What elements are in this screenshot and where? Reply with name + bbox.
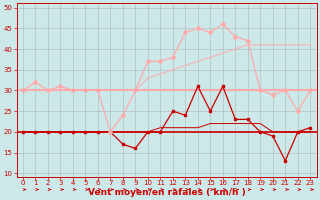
X-axis label: Vent moyen/en rafales ( km/h ): Vent moyen/en rafales ( km/h ) xyxy=(88,188,245,197)
